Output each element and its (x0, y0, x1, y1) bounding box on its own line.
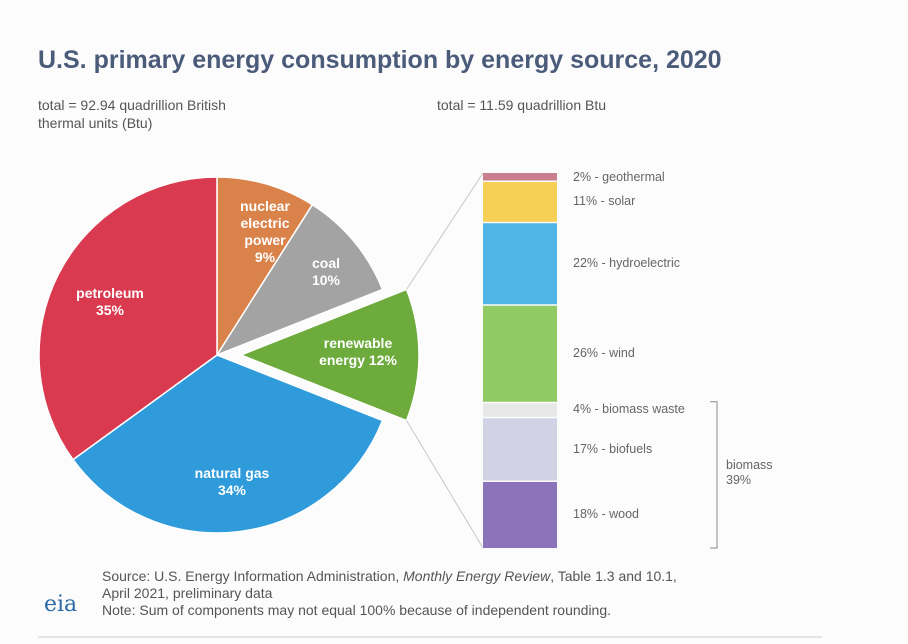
value-label: 34% (217, 482, 247, 498)
segment-label: 4% - biomass waste (573, 402, 685, 417)
slice-label: petroleum 35% (60, 285, 160, 319)
segment-label: 26% - wind (573, 346, 635, 360)
bar-segment (483, 482, 557, 548)
category-label: renewable energy (319, 335, 393, 368)
bar-segment (483, 418, 557, 481)
source-text: , Table 1.3 and 10.1, (550, 568, 677, 584)
source-text: Monthly Energy Review (403, 568, 551, 584)
category-label: natural gas (194, 465, 270, 481)
bracket (710, 401, 718, 549)
source-text: Source: U.S. Energy Information Administ… (102, 568, 404, 584)
pie-slice (38, 176, 218, 461)
slice-label: nuclear electric power 9% (230, 198, 300, 266)
category-label: coal (311, 255, 340, 271)
pie-slice (216, 176, 314, 358)
pie-slice (71, 354, 384, 534)
value-label: 9% (254, 249, 276, 265)
segment-label: 2% - geothermal (573, 169, 665, 184)
source-text: April 2021, preliminary data (102, 585, 273, 601)
pie-slice (238, 288, 420, 422)
pie-slice (215, 203, 384, 357)
subtitle: total = 11.59 quadrillion Btu (437, 97, 607, 113)
slice-label: renewable energy 12% (303, 335, 413, 369)
connector (406, 172, 484, 290)
subtitle: total = 92.94 quadrillion British therma… (38, 97, 226, 131)
logo: eia (44, 592, 78, 617)
note: Note: Sum of components may not equal 10… (102, 602, 612, 618)
bar-segment (483, 173, 557, 181)
annotation-label: biomass (726, 457, 773, 472)
slice-label: natural gas 34% (192, 465, 272, 499)
slice-label: coal 10% (296, 255, 356, 289)
value-label: 10% (311, 272, 341, 288)
bar-segment (483, 403, 557, 417)
connector (406, 420, 484, 549)
value-label: 12% (368, 352, 397, 368)
annotation: biomass 39% (726, 458, 773, 488)
bar-segment (483, 305, 557, 402)
segment-label: 18% - wood (573, 507, 640, 522)
annotation-value: 39% (726, 472, 752, 487)
value-label: 35% (95, 302, 125, 318)
segment-label: 22% - hydroelectric (573, 256, 680, 270)
bar-segment (483, 182, 557, 222)
source: Source: U.S. Energy Information Administ… (102, 568, 677, 619)
segment-label: 17% - biofuels (573, 441, 653, 456)
category-label: petroleum (76, 285, 144, 301)
category-label: nuclear electric power (240, 198, 290, 248)
bar-segment (483, 223, 557, 305)
chart-title: U.S. primary energy consumption by energ… (38, 46, 722, 74)
segment-label: 11% - solar (573, 194, 636, 209)
